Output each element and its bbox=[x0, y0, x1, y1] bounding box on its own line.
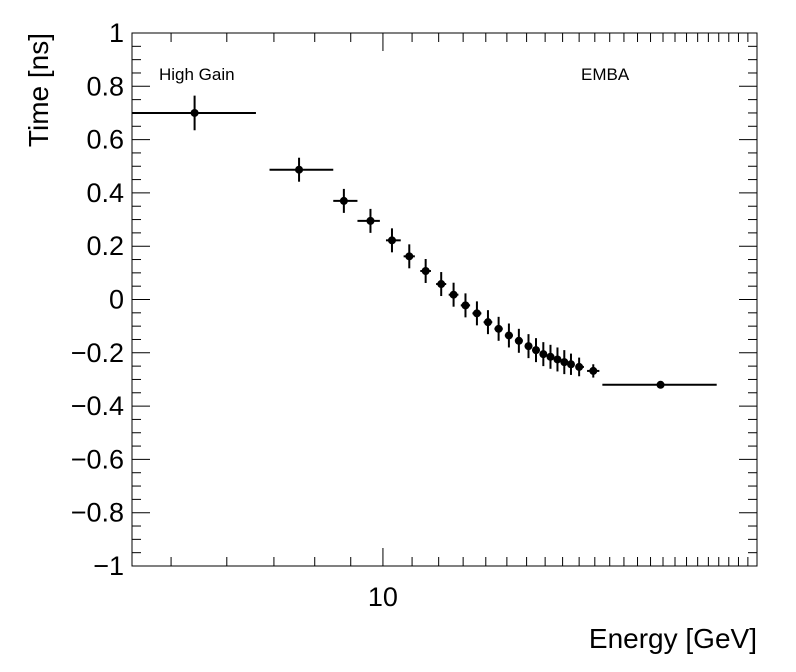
data-point bbox=[602, 380, 717, 389]
data-point bbox=[460, 293, 471, 318]
data-point bbox=[436, 272, 447, 297]
data-point bbox=[504, 323, 513, 348]
data-marker bbox=[494, 324, 503, 333]
data-marker bbox=[524, 342, 533, 351]
data-marker bbox=[539, 350, 548, 359]
data-marker bbox=[295, 165, 304, 174]
data-point bbox=[514, 328, 523, 353]
data-point bbox=[566, 353, 575, 375]
data-marker bbox=[575, 362, 584, 371]
data-marker bbox=[532, 346, 541, 355]
data-marker bbox=[387, 236, 396, 245]
data-marker bbox=[472, 309, 481, 318]
data-marker bbox=[483, 318, 492, 327]
data-marker bbox=[190, 108, 199, 117]
annotation-high-gain: High Gain bbox=[159, 65, 235, 84]
y-tick-label: 0.8 bbox=[86, 71, 124, 101]
annotation-emba: EMBA bbox=[581, 65, 630, 84]
data-point bbox=[132, 95, 256, 131]
x-axis-label: Energy [GeV] bbox=[589, 623, 757, 654]
y-tick-label: −0.4 bbox=[71, 391, 124, 421]
data-marker bbox=[449, 290, 458, 299]
data-point bbox=[524, 334, 533, 359]
data-point bbox=[483, 310, 493, 335]
data-marker bbox=[514, 336, 523, 345]
y-tick-label: −0.8 bbox=[71, 498, 124, 528]
data-point bbox=[553, 347, 562, 372]
data-point bbox=[357, 208, 380, 233]
data-point bbox=[385, 228, 401, 253]
data-marker bbox=[405, 252, 414, 261]
y-tick-label: 0.4 bbox=[86, 178, 124, 208]
data-marker bbox=[560, 358, 569, 367]
data-marker bbox=[366, 216, 375, 225]
data-marker bbox=[589, 366, 598, 375]
data-marker bbox=[461, 301, 470, 310]
data-point bbox=[472, 301, 482, 326]
y-tick-label: 1 bbox=[109, 18, 124, 48]
data-marker bbox=[546, 352, 555, 361]
data-marker bbox=[421, 266, 430, 275]
y-tick-label: −1 bbox=[93, 551, 124, 581]
y-tick-label: −0.2 bbox=[71, 338, 124, 368]
data-point bbox=[560, 350, 569, 375]
data-marker bbox=[504, 331, 513, 340]
data-point bbox=[333, 188, 358, 213]
data-point bbox=[420, 258, 431, 283]
data-point bbox=[403, 244, 415, 269]
y-tick-label: −0.6 bbox=[71, 444, 124, 474]
data-point bbox=[575, 357, 584, 377]
y-axis-label: Time [ns] bbox=[23, 33, 54, 147]
data-marker bbox=[339, 196, 348, 205]
y-tick-label: 0.2 bbox=[86, 231, 124, 261]
data-point bbox=[532, 338, 541, 363]
data-marker bbox=[437, 280, 446, 289]
data-point bbox=[448, 282, 459, 307]
y-tick-label: 0.6 bbox=[86, 125, 124, 155]
data-marker bbox=[566, 360, 575, 369]
x-tick-label: 10 bbox=[368, 582, 398, 612]
data-point bbox=[269, 157, 334, 182]
y-tick-label: 0 bbox=[109, 285, 124, 315]
data-point bbox=[587, 364, 600, 378]
data-point bbox=[539, 342, 548, 367]
data-marker bbox=[656, 380, 665, 389]
data-point bbox=[494, 316, 503, 341]
data-point bbox=[546, 344, 555, 369]
data-marker bbox=[553, 355, 562, 364]
